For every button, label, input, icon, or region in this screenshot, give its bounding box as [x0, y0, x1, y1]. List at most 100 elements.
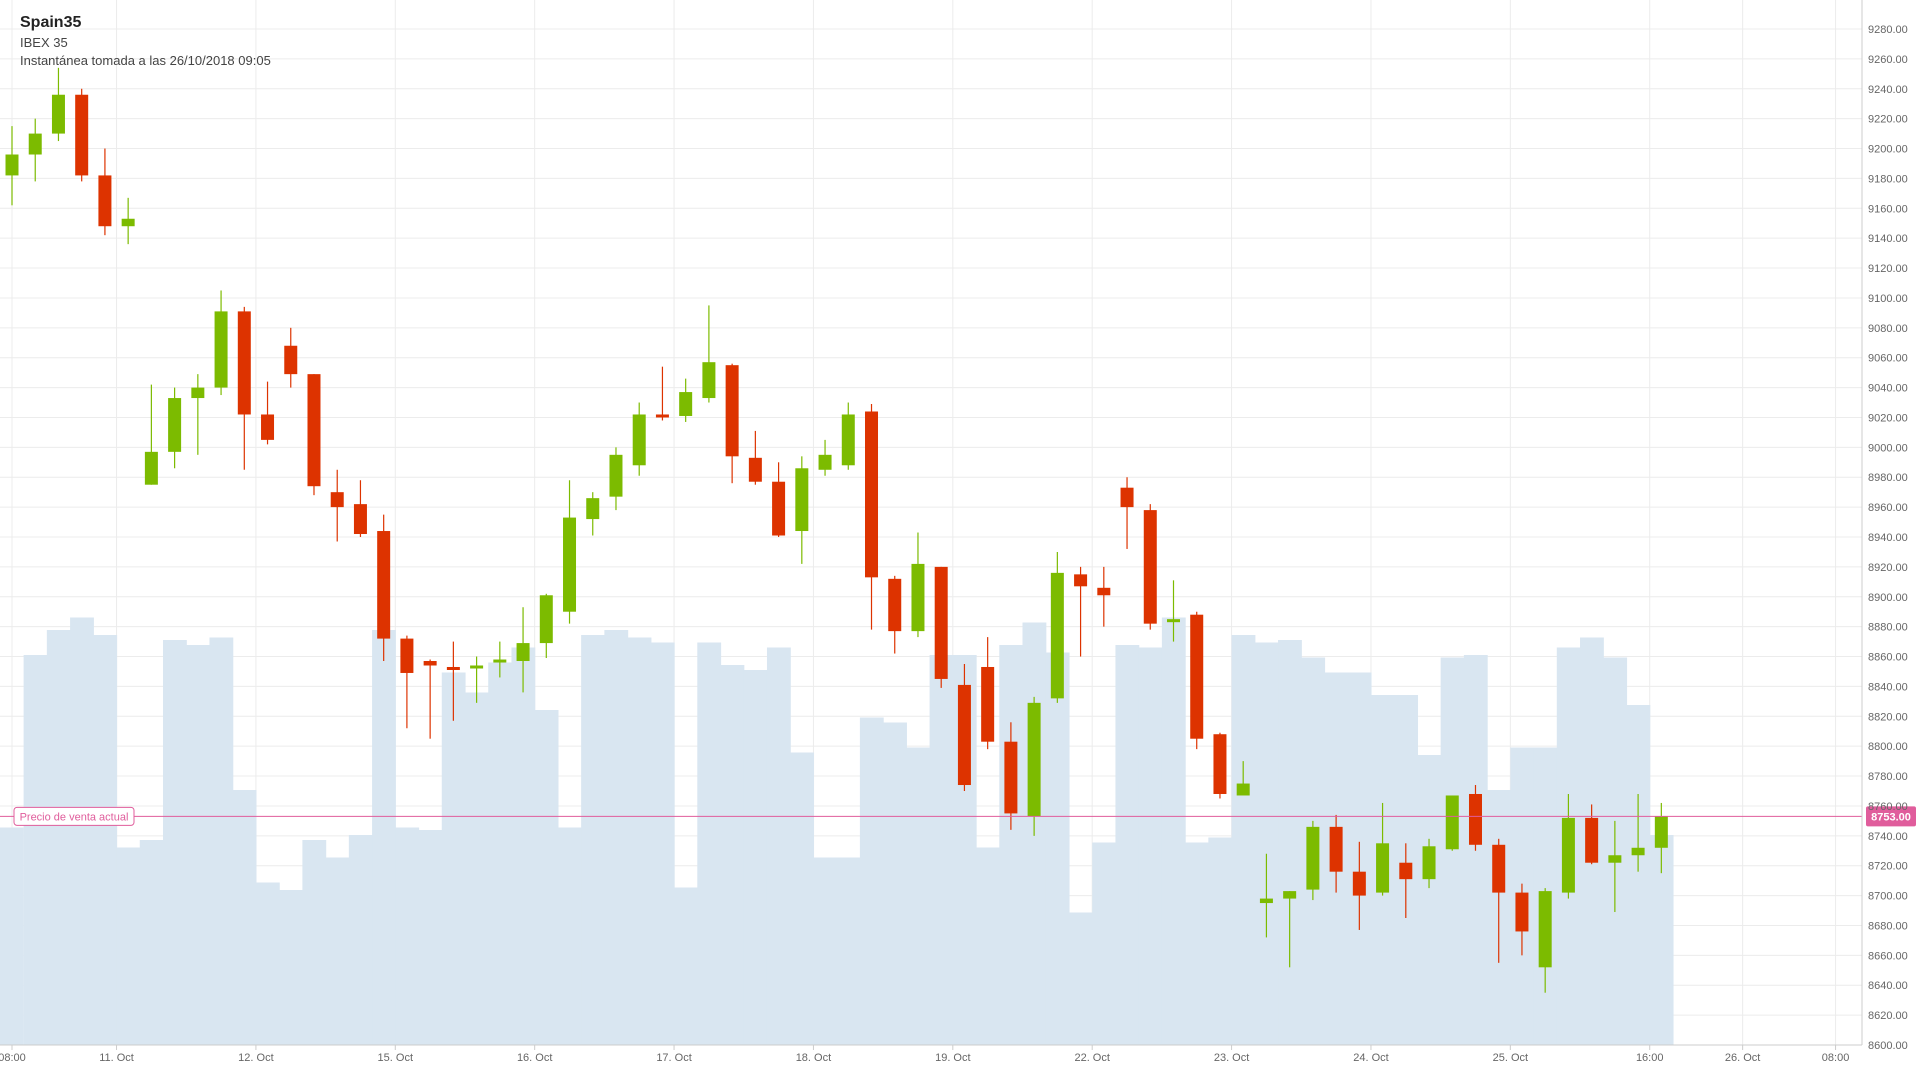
volume-bar — [1045, 652, 1070, 1045]
volume-bar — [279, 890, 303, 1045]
x-tick-label: 18. Oct — [796, 1052, 831, 1064]
candle-body — [748, 457, 762, 482]
candle-body — [1399, 862, 1413, 880]
y-tick-label: 8800.00 — [1868, 741, 1908, 753]
candle-body — [516, 643, 530, 662]
candle-body — [1097, 587, 1111, 596]
volume-bar — [674, 887, 698, 1045]
volume-bar — [116, 847, 141, 1045]
y-tick-label: 9000.00 — [1868, 442, 1908, 454]
x-tick-label: 25. Oct — [1493, 1052, 1528, 1064]
candle-body — [98, 175, 112, 227]
y-tick-label: 8600.00 — [1868, 1040, 1908, 1052]
volume-bar — [743, 670, 768, 1045]
candle-body — [1259, 898, 1273, 904]
candle-body — [1190, 614, 1204, 739]
y-tick-label: 9220.00 — [1868, 114, 1908, 126]
candle-body — [1538, 891, 1552, 968]
candle-body — [1236, 783, 1250, 796]
volume-bar — [766, 647, 791, 1045]
candle-body — [470, 665, 484, 669]
candle-body — [353, 504, 367, 535]
volume-bar — [139, 840, 164, 1045]
candle-body — [1654, 816, 1668, 848]
candle-body — [377, 531, 391, 639]
candle-body — [400, 638, 414, 673]
volume-bar — [1626, 705, 1651, 1045]
candle-body — [1074, 574, 1088, 587]
candle-body — [818, 454, 832, 470]
candle-body — [725, 365, 739, 457]
volume-bar — [1440, 657, 1465, 1045]
candle-body — [1120, 487, 1134, 508]
snapshot-timestamp: Instantánea tomada a las 26/10/2018 09:0… — [20, 53, 271, 68]
volume-layer — [0, 617, 1674, 1045]
volume-bar — [581, 635, 605, 1045]
x-tick-label: 16. Oct — [517, 1052, 552, 1064]
volume-bar — [906, 747, 931, 1045]
volume-bar — [1208, 837, 1233, 1045]
y-tick-label: 9280.00 — [1868, 24, 1908, 36]
candle-body — [1515, 892, 1529, 932]
candle-body — [865, 411, 879, 578]
candle-body — [1492, 844, 1506, 893]
y-tick-label: 9080.00 — [1868, 323, 1908, 335]
volume-bar — [1115, 645, 1140, 1045]
x-tick-label: 11. Oct — [99, 1052, 134, 1064]
candle-body — [702, 362, 716, 399]
candle-body — [1468, 793, 1482, 845]
x-tick-label: 23. Oct — [1214, 1052, 1249, 1064]
y-tick-label: 9140.00 — [1868, 233, 1908, 245]
candle-body — [1306, 826, 1320, 890]
candle-body — [772, 481, 786, 536]
volume-bar — [1161, 617, 1186, 1045]
volume-bar — [0, 827, 24, 1045]
volume-bar — [534, 710, 559, 1045]
y-tick-label: 9260.00 — [1868, 54, 1908, 66]
volume-bar — [232, 790, 257, 1045]
candle-body — [284, 345, 298, 375]
volume-bar — [348, 835, 373, 1045]
volume-bar — [1185, 842, 1209, 1045]
price-line-layer: Precio de venta actual 8753.00 — [0, 806, 1916, 827]
volume-bar — [1278, 640, 1302, 1045]
chart-subtitle: IBEX 35 — [20, 35, 68, 50]
volume-bar — [836, 857, 861, 1045]
y-tick-label: 8860.00 — [1868, 652, 1908, 664]
candle-body — [609, 454, 623, 497]
volume-bar — [441, 672, 466, 1045]
y-tick-label: 8660.00 — [1868, 950, 1908, 962]
candle-body — [1631, 847, 1645, 856]
candle-body — [795, 468, 809, 532]
candle-body — [586, 498, 600, 520]
y-tick-label: 9160.00 — [1868, 203, 1908, 215]
y-tick-label: 9200.00 — [1868, 144, 1908, 156]
volume-bar — [604, 630, 629, 1045]
candle-body — [214, 311, 228, 388]
candle-body — [1561, 817, 1575, 893]
candle-body — [539, 595, 553, 644]
candle-body — [261, 414, 275, 440]
volume-bar — [209, 637, 234, 1045]
y-tick-label: 8620.00 — [1868, 1010, 1908, 1022]
y-tick-label: 8980.00 — [1868, 472, 1908, 484]
candle-body — [1050, 572, 1064, 699]
volume-bar — [186, 645, 211, 1045]
x-tick-label: 19. Oct — [935, 1052, 970, 1064]
current-price-value: 8753.00 — [1871, 811, 1911, 823]
x-tick-label: 26. Oct — [1725, 1052, 1760, 1064]
volume-bar — [1649, 835, 1674, 1045]
candle-body — [1167, 619, 1180, 623]
x-tick-label: 17. Oct — [656, 1052, 691, 1064]
volume-bar — [93, 635, 118, 1045]
candle-body — [934, 566, 948, 679]
current-price-label: Precio de venta actual — [20, 811, 129, 823]
chart-title: Spain35 — [20, 14, 82, 31]
x-tick-label: 16:00 — [1636, 1052, 1664, 1064]
y-tick-label: 8720.00 — [1868, 861, 1908, 873]
y-tick-label: 9240.00 — [1868, 84, 1908, 96]
volume-bar — [302, 840, 327, 1045]
volume-bar — [1417, 755, 1442, 1045]
volume-bar — [1138, 647, 1163, 1045]
candle-body — [1376, 843, 1390, 893]
